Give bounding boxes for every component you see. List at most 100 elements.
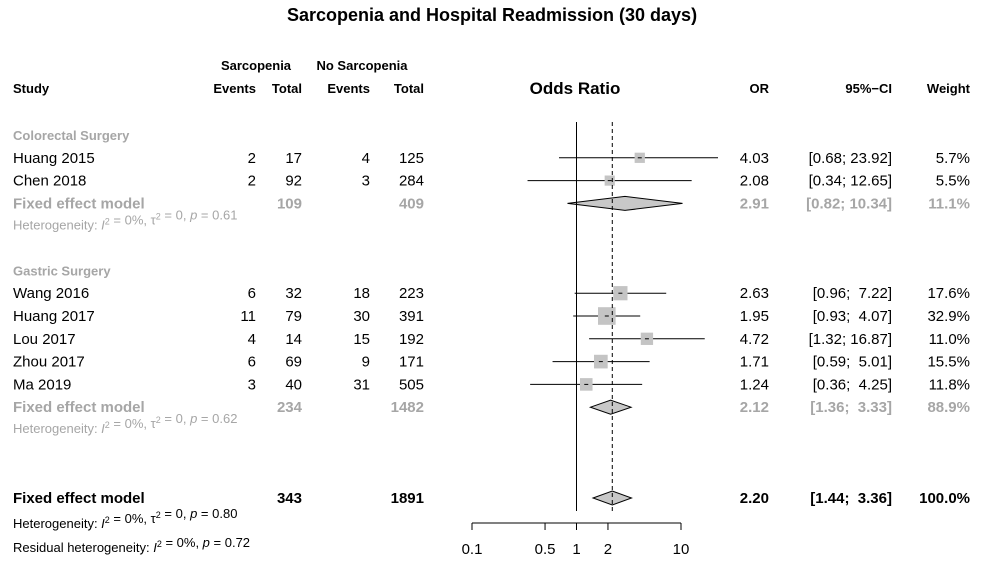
heterogeneity-part: = 0%, — [162, 535, 203, 550]
subgroup-heading: Gastric Surgery — [13, 263, 111, 278]
study-row-or: 1.24 — [740, 376, 769, 393]
subgroup-heterogeneity: Heterogeneity: I2 = 0%, τ2 = 0, p = 0.62 — [13, 411, 237, 436]
heterogeneity-part: Residual heterogeneity: — [13, 540, 153, 555]
study-row-total-2: 223 — [399, 285, 424, 302]
study-row-weight: 5.7% — [936, 150, 970, 167]
heterogeneity-part: τ — [151, 416, 157, 431]
study-row-ci: [0.96; 7.22] — [813, 285, 892, 302]
header-ci: 95%−CI — [845, 81, 892, 96]
subgroup-heterogeneity: Heterogeneity: I2 = 0%, τ2 = 0, p = 0.61 — [13, 207, 237, 232]
study-row-or: 2.63 — [740, 285, 769, 302]
heterogeneity-part: = 0%, — [110, 212, 151, 227]
study-row-total-1: 92 — [285, 173, 302, 190]
study-row-total-2: 192 — [399, 331, 424, 348]
study-row-label: Chen 2018 — [13, 173, 86, 190]
study-row-events-1: 2 — [248, 173, 256, 190]
study-row-weight: 32.9% — [927, 308, 970, 325]
heterogeneity-part: = 0%, — [110, 511, 151, 526]
study-row-events-2: 31 — [353, 376, 370, 393]
overall-fixed-effect-ci: [1.44; 3.36] — [810, 490, 892, 507]
heterogeneity-part: p — [202, 535, 210, 550]
study-row-ci: [0.93; 4.07] — [813, 308, 892, 325]
study-row-label: Wang 2016 — [13, 285, 89, 302]
table-rows: Colorectal Surgery Huang 2015 2 17 4 125 4.03 [… — [13, 128, 970, 555]
table-header: Sarcopenia No Sarcopenia Study Events To… — [13, 58, 971, 98]
study-row-or: 2.08 — [740, 173, 769, 190]
superscript-2: 2 — [105, 515, 110, 525]
study-row-events-1: 3 — [248, 376, 256, 393]
superscript-2: 2 — [105, 216, 110, 226]
study-row-weight: 11.0% — [929, 331, 970, 348]
study-row-or: 1.71 — [740, 354, 769, 371]
subgroup-fixed-effect-weight: 11.1% — [928, 195, 970, 212]
study-row-events-1: 6 — [248, 354, 256, 371]
header-total-1: Total — [272, 81, 302, 96]
superscript-2: 2 — [105, 420, 110, 430]
heterogeneity-part: Heterogeneity: — [13, 217, 101, 232]
study-row-events-2: 4 — [362, 150, 370, 167]
study-row-or: 1.95 — [740, 308, 769, 325]
study-row-events-1: 6 — [248, 285, 256, 302]
study-row-ci: [0.34; 12.65] — [809, 173, 892, 190]
subgroup-fixed-effect-total-1: 234 — [277, 399, 303, 416]
study-row-weight: 11.8% — [929, 376, 970, 393]
header-weight: Weight — [927, 81, 971, 96]
study-row-events-1: 4 — [248, 331, 256, 348]
header-group1: Sarcopenia — [221, 58, 292, 73]
x-tick-label: 10 — [673, 541, 690, 558]
overall-fixed-effect-total-1: 343 — [277, 490, 302, 507]
overall-fixed-effect-weight: 100.0% — [919, 490, 970, 507]
heterogeneity-part: = 0.62 — [197, 411, 237, 426]
header-group2: No Sarcopenia — [316, 58, 408, 73]
heterogeneity-part: τ — [151, 212, 157, 227]
study-row-ci: [0.36; 4.25] — [813, 376, 892, 393]
heterogeneity-part: I — [153, 540, 157, 555]
header-events-2: Events — [327, 81, 370, 96]
study-row-events-2: 9 — [362, 354, 370, 371]
heterogeneity-part: = 0, — [161, 506, 190, 521]
subgroup-fixed-effect-ci: [0.82; 10.34] — [806, 195, 892, 212]
superscript-2: 2 — [156, 510, 161, 520]
study-row-events-2: 18 — [353, 285, 370, 302]
chart-title: Sarcopenia and Hospital Readmission (30 … — [287, 5, 697, 25]
study-row-label: Huang 2015 — [13, 150, 95, 167]
header-study: Study — [13, 81, 50, 96]
subgroup-fixed-effect-label: Fixed effect model — [13, 399, 145, 416]
study-row-weight: 5.5% — [936, 173, 970, 190]
study-row-label: Ma 2019 — [13, 376, 71, 393]
study-row-label: Huang 2017 — [13, 308, 95, 325]
subgroup-fixed-effect-total-1: 109 — [277, 195, 302, 212]
superscript-2: 2 — [157, 539, 162, 549]
subgroup-fixed-effect-weight: 88.9% — [927, 399, 970, 416]
x-tick-label: 1 — [572, 541, 580, 558]
x-tick-label: 2 — [604, 541, 612, 558]
heterogeneity-part: = 0.72 — [210, 535, 250, 550]
study-row-total-1: 40 — [285, 376, 302, 393]
subgroup-fixed-effect-label: Fixed effect model — [13, 195, 145, 212]
study-row-events-1: 11 — [240, 308, 256, 325]
heterogeneity-part: p — [189, 207, 197, 222]
study-row-events-2: 30 — [353, 308, 370, 325]
heterogeneity-part: I — [101, 516, 105, 531]
study-row-or: 4.72 — [740, 331, 769, 348]
study-row-events-1: 2 — [248, 150, 256, 167]
study-row-total-2: 171 — [399, 354, 424, 371]
overall-heterogeneity: Heterogeneity: I2 = 0%, τ2 = 0, p = 0.80 — [13, 506, 237, 531]
heterogeneity-part: = 0%, — [110, 416, 151, 431]
study-row-total-1: 79 — [285, 308, 302, 325]
study-row-total-1: 17 — [285, 150, 302, 167]
study-row-ci: [0.68; 23.92] — [809, 150, 892, 167]
heterogeneity-part: = 0.80 — [197, 506, 237, 521]
heterogeneity-part: p — [189, 506, 197, 521]
heterogeneity-part: Heterogeneity: — [13, 516, 101, 531]
heterogeneity-part: Heterogeneity: — [13, 421, 101, 436]
subgroup-fixed-effect-ci: [1.36; 3.33] — [810, 399, 892, 416]
heterogeneity-part: I — [101, 217, 105, 232]
study-row-or: 4.03 — [740, 150, 769, 167]
subgroup-fixed-effect-total-2: 1482 — [391, 399, 424, 416]
superscript-2: 2 — [156, 211, 161, 221]
overall-fixed-effect-total-2: 1891 — [391, 490, 424, 507]
heterogeneity-part: p — [189, 411, 197, 426]
